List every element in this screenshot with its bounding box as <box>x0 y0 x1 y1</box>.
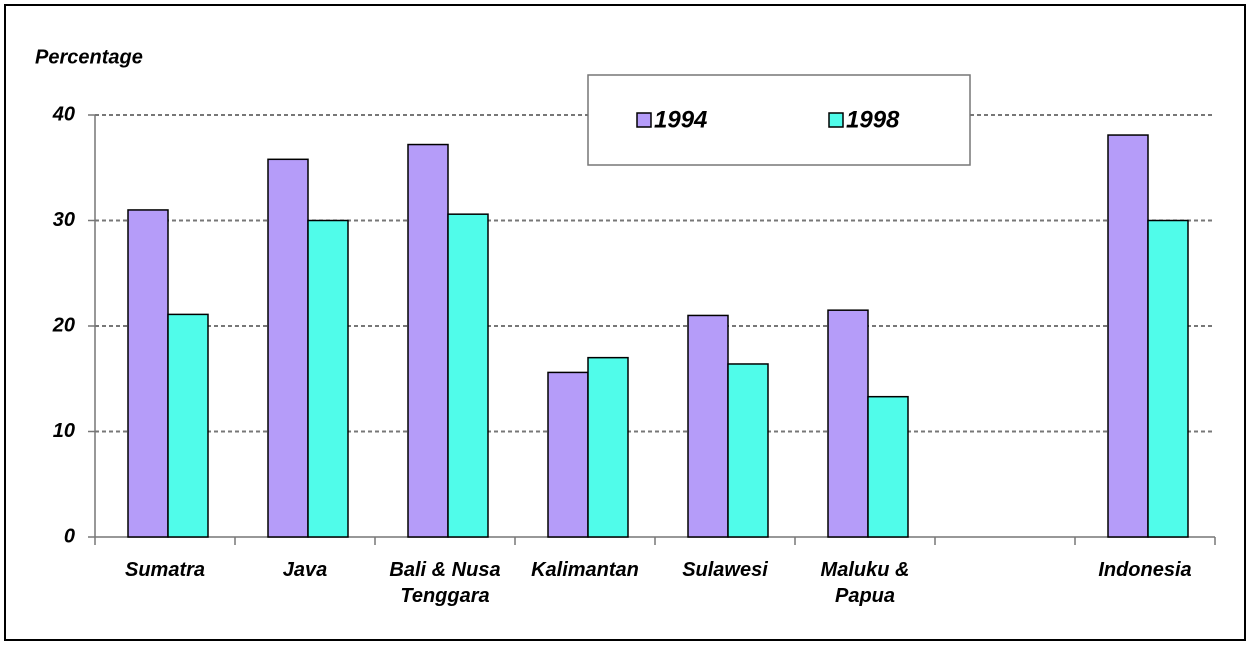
y-tick-label: 0 <box>64 525 75 547</box>
x-tick-label: Bali & Nusa Tenggara <box>389 559 501 607</box>
y-tick-label: 10 <box>53 420 75 442</box>
bar <box>827 309 869 538</box>
y-axis-label: Percentage <box>35 46 143 68</box>
x-tick-label: Sulawesi <box>682 559 768 581</box>
bar <box>587 356 629 538</box>
y-tick-label: 20 <box>52 314 75 336</box>
frame <box>4 4 1246 641</box>
legend-swatch <box>828 112 844 128</box>
bar <box>867 395 909 538</box>
x-tick-label: Maluku & Papua <box>820 559 910 607</box>
bar <box>307 219 349 538</box>
x-tick-label: Sumatra <box>124 559 206 581</box>
x-tick-label: Indonesia <box>1098 559 1192 581</box>
bar <box>407 143 449 538</box>
bar <box>1147 219 1189 538</box>
bar <box>127 209 169 538</box>
legend-label: 1998 <box>846 106 900 133</box>
x-tick-label: Kalimantan <box>531 559 639 581</box>
bar <box>727 363 769 538</box>
bar <box>447 213 489 538</box>
bar <box>1107 134 1149 538</box>
bar <box>267 158 309 538</box>
bar <box>547 371 589 538</box>
y-tick-label: 40 <box>52 103 75 125</box>
x-tick-label: Java <box>282 559 328 581</box>
legend-label: 1994 <box>654 106 707 133</box>
bar <box>167 313 209 538</box>
y-tick-label: 30 <box>53 209 75 231</box>
bar <box>687 314 729 538</box>
legend-swatch <box>636 112 652 128</box>
